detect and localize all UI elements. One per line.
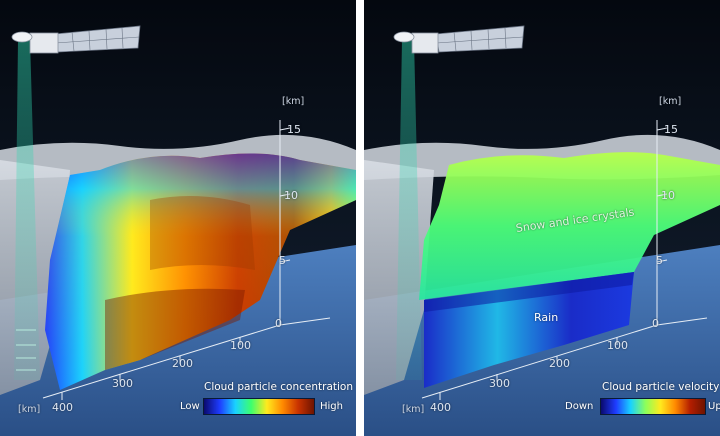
- rain-region-label: Rain: [534, 311, 559, 324]
- colorbar-high-label: Up: [708, 401, 720, 412]
- radar-beam: [396, 40, 422, 380]
- colorbar-title: Cloud particle concentration: [204, 381, 353, 393]
- distance-tick-100: 100: [230, 339, 251, 352]
- velocity-curtain: [419, 152, 720, 388]
- distance-tick-100: 100: [607, 339, 628, 352]
- concentration-scene: [0, 0, 356, 436]
- radar-beam: [14, 40, 40, 380]
- distance-tick-300: 300: [489, 377, 510, 390]
- concentration-curtain: [45, 153, 356, 390]
- velocity-panel: Snow and ice crystals Rain [km] 15 10 5 …: [364, 0, 720, 436]
- colorbar-concentration: [203, 398, 315, 415]
- height-tick-0: 0: [275, 317, 282, 330]
- colorbar-high-label: High: [320, 401, 343, 412]
- height-tick-0: 0: [652, 317, 659, 330]
- colorbar-velocity: [600, 398, 706, 415]
- height-tick-5: 5: [279, 254, 286, 267]
- height-tick-10: 10: [284, 189, 298, 202]
- colorbar-low-label: Low: [180, 401, 200, 412]
- velocity-scene: [364, 0, 720, 436]
- concentration-panel: [km] 15 10 5 0 100 200 300 400 [km] Clou…: [0, 0, 356, 436]
- height-unit-label: [km]: [659, 96, 682, 107]
- height-tick-5: 5: [656, 254, 663, 267]
- height-tick-15: 15: [664, 123, 678, 136]
- height-axis: [42, 120, 331, 400]
- height-axis: [421, 120, 708, 400]
- satellite-icon: [11, 25, 141, 54]
- distance-tick-400: 400: [430, 401, 451, 414]
- distance-tick-300: 300: [112, 377, 133, 390]
- distance-unit-label: [km]: [402, 404, 425, 415]
- colorbar-low-label: Down: [565, 401, 594, 412]
- distance-tick-200: 200: [172, 357, 193, 370]
- height-unit-label: [km]: [282, 96, 305, 107]
- height-tick-10: 10: [661, 189, 675, 202]
- distance-tick-400: 400: [52, 401, 73, 414]
- satellite-icon: [393, 25, 525, 54]
- distance-tick-200: 200: [549, 357, 570, 370]
- height-tick-15: 15: [287, 123, 301, 136]
- colorbar-title: Cloud particle velocity: [602, 381, 720, 393]
- distance-unit-label: [km]: [18, 404, 41, 415]
